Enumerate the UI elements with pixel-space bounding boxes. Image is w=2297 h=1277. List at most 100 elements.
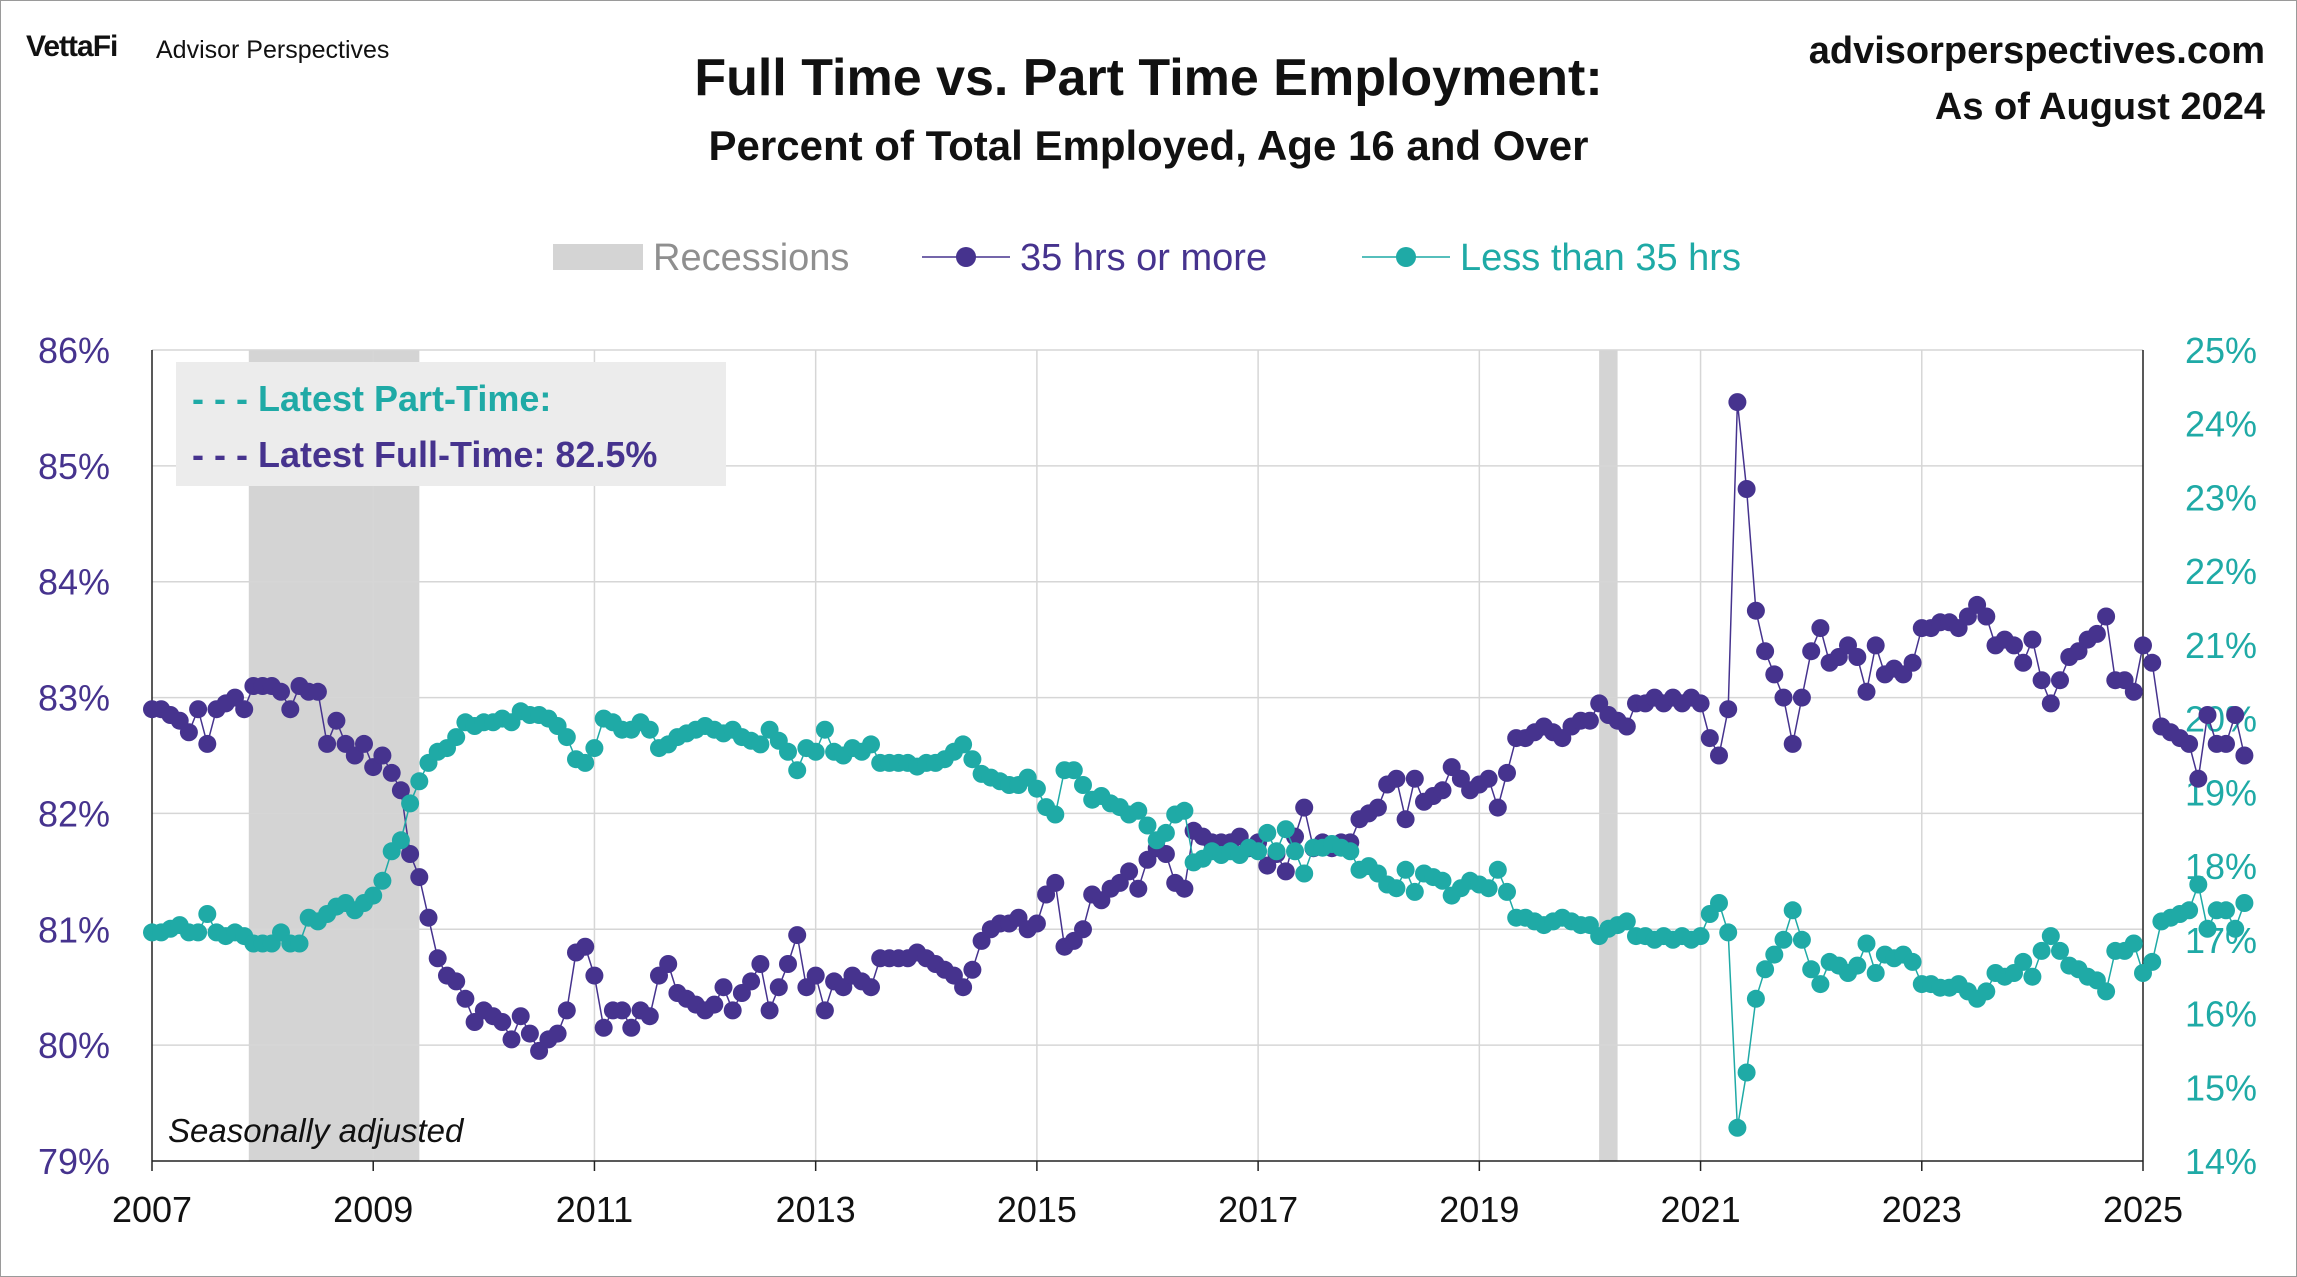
data-point: [1129, 801, 1148, 820]
legend: Recessions 35 hrs or more Less than 35 h…: [553, 237, 1741, 279]
y-left-tick-label: 82%: [38, 793, 110, 834]
data-point: [2051, 671, 2069, 690]
data-point: [1728, 1118, 1747, 1137]
data-point: [1811, 619, 1830, 638]
data-point: [1710, 894, 1728, 912]
data-point: [1802, 960, 1821, 979]
data-point: [428, 949, 447, 968]
data-point: [189, 700, 208, 719]
data-point: [447, 972, 466, 991]
data-point: [1774, 688, 1793, 707]
data-point: [1341, 842, 1360, 861]
data-point: [373, 871, 392, 890]
data-point: [2051, 941, 2069, 960]
data-point: [2217, 734, 2235, 753]
data-point: [723, 1001, 742, 1020]
data-point: [1387, 879, 1406, 898]
data-point: [2124, 934, 2143, 953]
brand-name: Advisor Perspectives: [156, 36, 390, 64]
data-point: [2235, 894, 2254, 912]
y-right-tick-label: 17%: [2185, 920, 2257, 961]
data-point: [391, 831, 410, 850]
data-point: [1156, 823, 1175, 842]
y-right-tick-label: 14%: [2185, 1141, 2257, 1182]
x-tick-label: 2021: [1661, 1189, 1741, 1230]
data-point: [760, 1001, 779, 1020]
data-point: [1120, 862, 1139, 881]
x-tick-label: 2023: [1882, 1189, 1962, 1230]
data-point: [447, 728, 466, 747]
data-point: [1276, 862, 1295, 881]
chart-subtitle: Percent of Total Employed, Age 16 and Ov…: [708, 122, 1589, 169]
as-of-date: As of August 2024: [1934, 86, 2265, 128]
data-point: [2087, 624, 2106, 643]
data-point: [1737, 1063, 1756, 1082]
data-point: [364, 886, 383, 905]
legend-part-time-label: Less than 35 hrs: [1460, 237, 1741, 279]
data-point: [557, 728, 576, 747]
data-point: [198, 734, 217, 753]
y-left-tick-label: 86%: [38, 330, 110, 371]
data-point: [1746, 989, 1765, 1008]
recession-band: [1599, 350, 1618, 1161]
data-point: [1488, 860, 1507, 879]
data-point: [373, 746, 392, 765]
data-point: [640, 1007, 659, 1026]
data-point: [1433, 781, 1452, 800]
data-point: [308, 682, 327, 701]
latest-values-box: - - - Latest Part-Time: - - - Latest Ful…: [176, 362, 726, 486]
data-point: [548, 1024, 567, 1043]
data-point: [1802, 642, 1821, 661]
data-point: [1866, 964, 1885, 982]
axes: 79%80%81%82%83%84%85%86%14%15%16%17%18%1…: [38, 330, 2257, 1230]
data-point: [1580, 711, 1599, 730]
data-point: [1295, 864, 1314, 883]
legend-part-time-marker: [1396, 247, 1416, 267]
data-point: [1046, 873, 1065, 892]
data-point: [1617, 717, 1636, 736]
x-tick-label: 2025: [2103, 1189, 2183, 1230]
data-point: [1027, 914, 1046, 933]
latest-part-time-label: - - - Latest Part-Time:: [192, 378, 551, 419]
data-point: [2180, 901, 2199, 920]
y-right-tick-label: 16%: [2185, 994, 2257, 1035]
data-point: [1276, 820, 1295, 839]
y-right-tick-label: 20%: [2185, 699, 2257, 740]
data-point: [862, 978, 880, 997]
data-point: [281, 700, 300, 719]
data-point: [1175, 801, 1194, 820]
data-point: [1295, 798, 1314, 817]
data-point: [1746, 601, 1765, 620]
y-left-tick-label: 80%: [38, 1025, 110, 1066]
data-point: [410, 772, 429, 791]
data-point: [401, 794, 420, 813]
data-point: [751, 735, 770, 754]
grid-lines: [152, 349, 2143, 1161]
series-line: [152, 710, 2246, 1128]
data-point: [1387, 769, 1406, 788]
data-point: [576, 937, 595, 956]
data-point: [1249, 842, 1268, 861]
data-point: [520, 1024, 539, 1043]
x-tick-label: 2013: [776, 1189, 856, 1230]
data-point: [1737, 480, 1756, 498]
data-point: [290, 934, 309, 953]
y-right-tick-label: 24%: [2185, 404, 2257, 445]
data-point: [640, 720, 659, 739]
data-point: [2097, 982, 2116, 1001]
data-point: [1728, 393, 1747, 412]
data-point: [862, 735, 880, 754]
data-point: [1046, 805, 1065, 824]
x-tick-label: 2009: [333, 1189, 413, 1230]
data-point: [2226, 706, 2245, 724]
vettafi-logo: VettaFi: [26, 30, 118, 63]
data-point: [1267, 842, 1286, 861]
data-point: [1433, 871, 1452, 890]
data-point: [1719, 923, 1738, 942]
data-point: [2217, 901, 2235, 920]
data-point: [2023, 630, 2042, 649]
data-point: [1792, 688, 1811, 707]
data-point: [806, 966, 825, 985]
data-point: [788, 761, 807, 780]
